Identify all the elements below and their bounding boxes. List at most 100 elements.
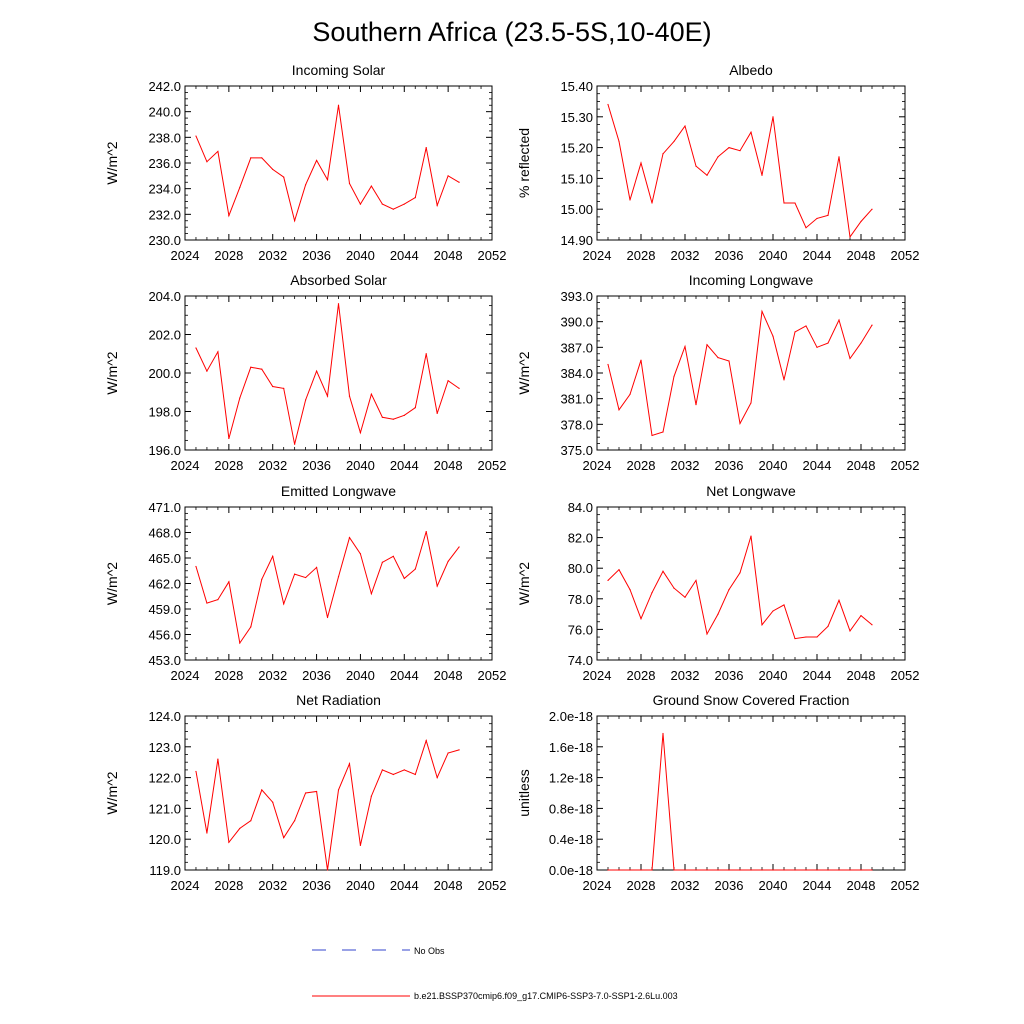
data-point xyxy=(739,869,741,871)
data-point xyxy=(673,587,675,589)
data-point xyxy=(871,624,873,626)
data-point xyxy=(326,179,329,181)
x-tick-label: 2028 xyxy=(214,668,243,683)
data-point xyxy=(750,131,752,133)
data-point xyxy=(695,404,697,406)
data-point xyxy=(381,561,383,563)
x-tick-label: 2040 xyxy=(346,878,375,893)
y-tick-label: 78.0 xyxy=(568,592,593,607)
x-tick-label: 2036 xyxy=(302,458,331,473)
panel-8: Ground Snow Covered Fraction unitless 2024… xyxy=(516,692,919,893)
x-tick-label: 2044 xyxy=(803,248,832,263)
data-point xyxy=(272,168,274,171)
y-tick-label: 453.0 xyxy=(148,653,181,668)
data-point xyxy=(849,630,851,632)
x-tick-label: 2044 xyxy=(390,458,419,473)
x-tick-label: 2048 xyxy=(847,878,876,893)
y-tick-label: 15.30 xyxy=(560,110,593,125)
series-line xyxy=(195,105,460,223)
data-point xyxy=(337,576,340,578)
y-tick-label: 1.2e-18 xyxy=(549,771,593,786)
data-point xyxy=(272,801,274,803)
y-tick-label: 122.0 xyxy=(148,771,181,786)
data-point xyxy=(272,555,274,557)
data-point xyxy=(195,347,197,349)
data-point xyxy=(607,103,609,106)
data-point xyxy=(706,869,708,871)
data-point xyxy=(195,565,197,568)
data-point xyxy=(359,432,362,434)
data-point xyxy=(717,156,719,158)
data-point xyxy=(783,869,785,871)
data-point xyxy=(206,370,208,372)
y-axis-label: W/m^2 xyxy=(516,562,532,605)
data-point xyxy=(772,116,774,118)
data-point xyxy=(206,602,208,604)
x-tick-label: 2040 xyxy=(759,878,788,893)
x-tick-label: 2036 xyxy=(715,458,744,473)
data-point xyxy=(761,624,763,626)
data-point xyxy=(403,414,405,416)
data-point xyxy=(772,610,774,612)
x-tick-label: 2028 xyxy=(214,458,243,473)
x-tick-label: 2052 xyxy=(478,668,507,683)
data-point xyxy=(272,385,274,388)
y-tick-label: 76.0 xyxy=(568,622,593,637)
figure-title: Southern Africa (23.5-5S,10-40E) xyxy=(312,17,711,47)
series-line xyxy=(195,738,460,871)
x-tick-label: 2048 xyxy=(847,248,876,263)
data-point xyxy=(816,217,818,220)
panel-title: Ground Snow Covered Fraction xyxy=(653,692,850,708)
x-tick-label: 2024 xyxy=(583,248,612,263)
data-point xyxy=(739,150,741,152)
data-point xyxy=(337,303,340,305)
data-point xyxy=(315,790,318,793)
data-point xyxy=(305,399,307,401)
data-point xyxy=(805,636,807,638)
data-point xyxy=(403,577,405,580)
data-point xyxy=(871,869,873,871)
data-point xyxy=(359,553,362,555)
x-tick-label: 2028 xyxy=(214,878,243,893)
data-point xyxy=(261,157,263,159)
data-point xyxy=(794,202,796,204)
data-point xyxy=(651,592,653,594)
data-point xyxy=(239,827,241,830)
data-point xyxy=(651,869,653,871)
x-tick-label: 2040 xyxy=(346,668,375,683)
data-point xyxy=(805,227,807,229)
panel-1: Incoming Solar W/m^2 2024 2028 2032 2036 2040 2… xyxy=(104,62,506,263)
data-point xyxy=(706,633,708,635)
panel-5: Emitted Longwave W/m^2 2024 2028 2032 2036 204… xyxy=(104,483,506,683)
y-tick-label: 200.0 xyxy=(148,366,181,381)
data-point xyxy=(739,572,741,574)
data-point xyxy=(673,140,675,143)
data-point xyxy=(261,368,263,370)
data-point xyxy=(805,325,807,327)
data-point xyxy=(326,395,329,397)
x-tick-label: 2028 xyxy=(627,668,656,683)
data-point xyxy=(315,566,318,568)
data-point xyxy=(662,431,664,433)
data-point xyxy=(283,603,285,605)
data-point xyxy=(228,437,230,440)
data-point xyxy=(228,215,230,217)
plot-frame xyxy=(184,295,493,451)
x-tick-label: 2032 xyxy=(671,878,700,893)
data-point xyxy=(717,613,719,615)
data-point xyxy=(239,397,241,399)
data-point xyxy=(618,569,620,571)
data-point xyxy=(217,351,219,353)
data-point xyxy=(228,841,230,843)
data-point xyxy=(261,789,263,791)
data-point xyxy=(607,579,609,582)
data-point xyxy=(860,342,862,344)
data-point xyxy=(827,869,829,871)
data-point xyxy=(195,135,197,137)
data-point xyxy=(618,869,620,871)
data-point xyxy=(436,585,438,587)
y-tick-label: 468.0 xyxy=(148,526,181,541)
x-tick-label: 2052 xyxy=(891,248,920,263)
x-tick-label: 2040 xyxy=(759,458,788,473)
